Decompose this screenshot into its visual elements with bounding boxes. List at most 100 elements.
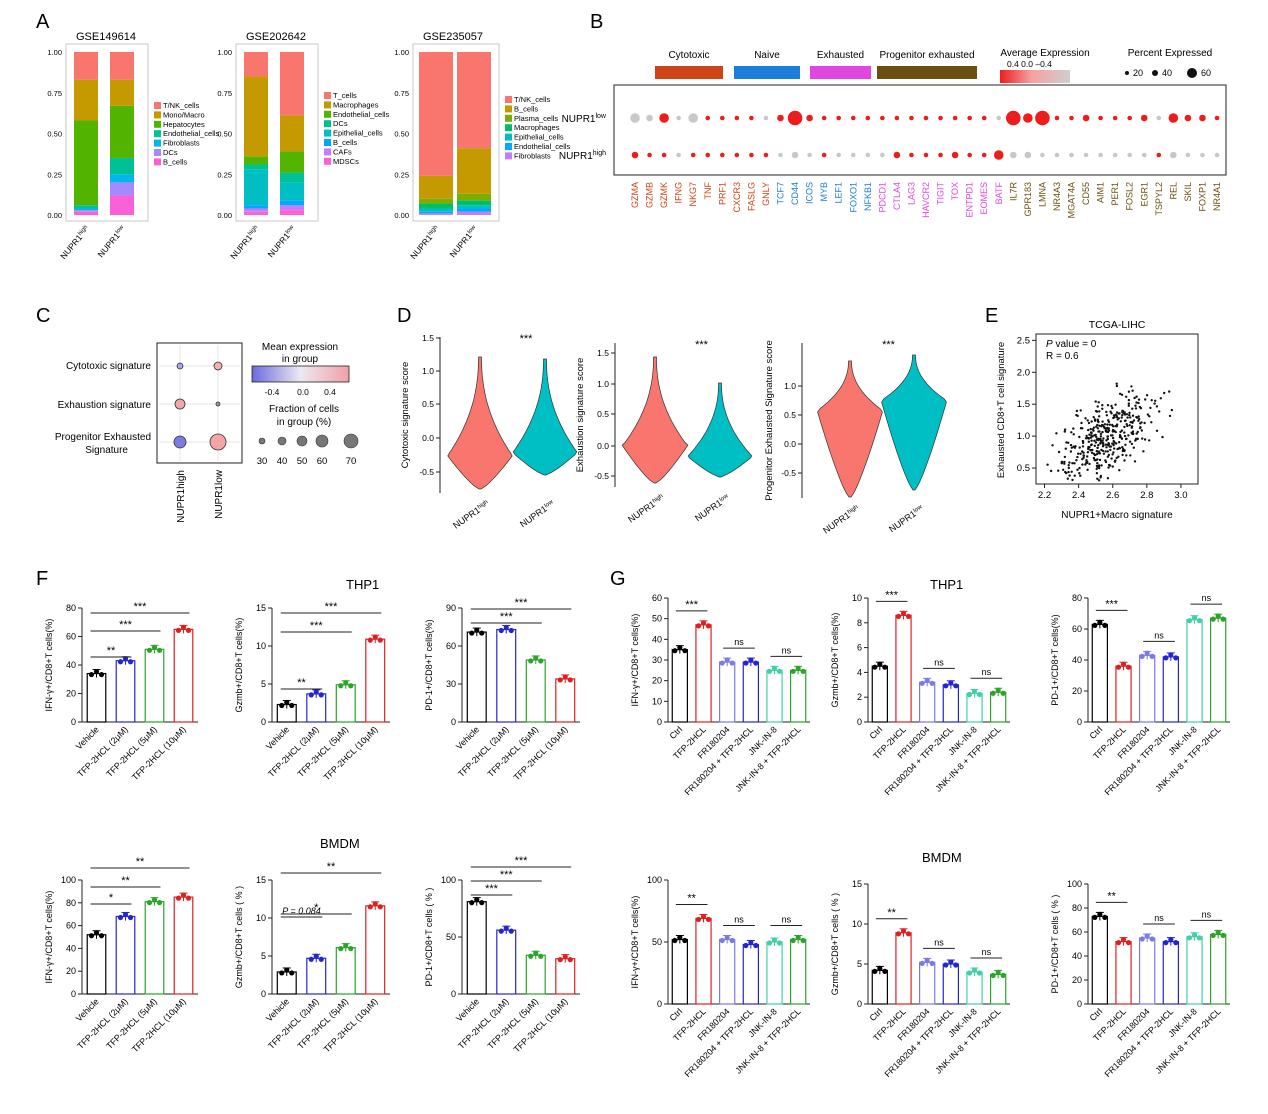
gene-label: TNF xyxy=(703,182,713,200)
scatter-point xyxy=(1134,404,1137,407)
scatter-point xyxy=(1119,435,1122,438)
x-tick-label: Vehicle xyxy=(74,996,101,1023)
superscript: high xyxy=(77,225,89,238)
gene-label: GZMK xyxy=(659,182,669,208)
scatter-point xyxy=(1067,470,1070,474)
data-point xyxy=(343,680,349,686)
scatter-point xyxy=(1118,392,1122,395)
legend-swatch xyxy=(324,139,331,146)
scatter-point xyxy=(1106,477,1110,480)
data-point xyxy=(743,660,749,666)
dot-low xyxy=(1184,114,1192,122)
bar xyxy=(718,661,736,723)
scatter-point xyxy=(1120,393,1124,396)
panel-b: Cytotoxic Naive Exhausted Progenitor exhaus… xyxy=(559,48,1227,218)
legend-swatch xyxy=(505,124,512,132)
y-tick-label: 5 xyxy=(261,951,266,961)
superscript: high xyxy=(427,225,439,238)
significance-stars: *** xyxy=(325,601,339,613)
significance-stars: *** xyxy=(695,339,709,351)
scatter-point xyxy=(1123,434,1127,438)
legend-swatch xyxy=(324,129,331,137)
gene-label: BATF xyxy=(994,182,1004,205)
data-point xyxy=(479,900,485,906)
scatter-point xyxy=(1093,444,1097,447)
data-point xyxy=(771,937,778,943)
legend-swatch xyxy=(324,148,331,156)
bar xyxy=(466,631,487,723)
size-legend-dot xyxy=(296,435,308,447)
data-point xyxy=(308,692,314,698)
stack-segment xyxy=(74,208,98,211)
gene-label: TIGIT xyxy=(936,182,946,205)
dot-low xyxy=(1199,114,1206,122)
data-point xyxy=(180,892,187,898)
significance-stars: *** xyxy=(520,333,534,345)
data-point xyxy=(98,671,105,678)
legend-tick: -0.4 xyxy=(265,387,280,397)
scatter-point xyxy=(1075,459,1078,462)
significance-stars: ** xyxy=(1107,890,1116,902)
stack-segment xyxy=(457,148,491,194)
data-point xyxy=(677,934,683,941)
scatter-point xyxy=(1158,410,1161,413)
data-point xyxy=(971,967,978,973)
data-point xyxy=(1144,933,1150,939)
dot-high xyxy=(938,152,943,158)
size-legend-dot xyxy=(343,433,359,449)
scatter-point xyxy=(1139,426,1142,430)
stack-segment xyxy=(419,203,453,209)
dot-low xyxy=(787,110,803,126)
y-tick-label: 40 xyxy=(1072,655,1082,665)
dot-low xyxy=(1006,110,1021,126)
scatter-point xyxy=(1136,437,1140,440)
scatter-point xyxy=(1099,442,1102,445)
legend-label: B_cells xyxy=(163,157,187,166)
significance-stars: *** xyxy=(515,597,529,609)
dot-high xyxy=(734,152,740,158)
gene-label: TSPYL2 xyxy=(1154,182,1164,216)
data-point xyxy=(682,648,688,654)
data-point xyxy=(695,916,702,923)
data-point xyxy=(469,630,475,636)
y-tick-label: 100 xyxy=(647,875,662,885)
gene-label: GZMA xyxy=(630,182,640,208)
data-point xyxy=(127,914,134,921)
superscript: low xyxy=(595,113,606,120)
stack-segment xyxy=(74,210,98,212)
stack-segment xyxy=(280,52,304,116)
significance-stars: ns xyxy=(782,645,792,655)
data-point xyxy=(872,968,878,975)
y-tick-label: 1.5 xyxy=(597,348,609,358)
scatter-point xyxy=(1100,425,1103,428)
dot-high xyxy=(749,152,754,158)
y-tick-label: 60 xyxy=(1072,624,1082,634)
y-tick-label: 0 xyxy=(261,717,266,727)
scatter-point xyxy=(1124,443,1127,446)
dot-high xyxy=(1214,152,1220,158)
scatter-point xyxy=(1104,450,1107,453)
scatter-point xyxy=(1107,420,1111,424)
y-tick-label: 0 xyxy=(657,717,662,727)
y-tick-label: 0.75 xyxy=(394,89,409,98)
x-tick-label: 3.0 xyxy=(1174,490,1187,501)
bar xyxy=(766,941,783,1005)
violin-shape xyxy=(881,354,947,491)
data-point xyxy=(1102,622,1108,628)
scatter-point xyxy=(1135,416,1139,419)
scatter-point xyxy=(1106,404,1110,407)
y-tick-label: 0.0 xyxy=(422,433,434,443)
x-tick-label: NUPR1low xyxy=(448,223,480,259)
data-point xyxy=(377,637,383,643)
data-point xyxy=(753,942,759,949)
row-label: Progenitor Exhausted xyxy=(55,432,151,443)
scatter-point xyxy=(1109,448,1112,452)
y-tick-label: 1.00 xyxy=(394,48,409,57)
legend-swatch xyxy=(154,158,161,166)
data-point xyxy=(338,683,344,689)
gene-label: CD44 xyxy=(790,182,800,205)
legend-label: Macrophages xyxy=(333,100,379,109)
data-point xyxy=(753,660,759,666)
data-point xyxy=(348,683,354,689)
